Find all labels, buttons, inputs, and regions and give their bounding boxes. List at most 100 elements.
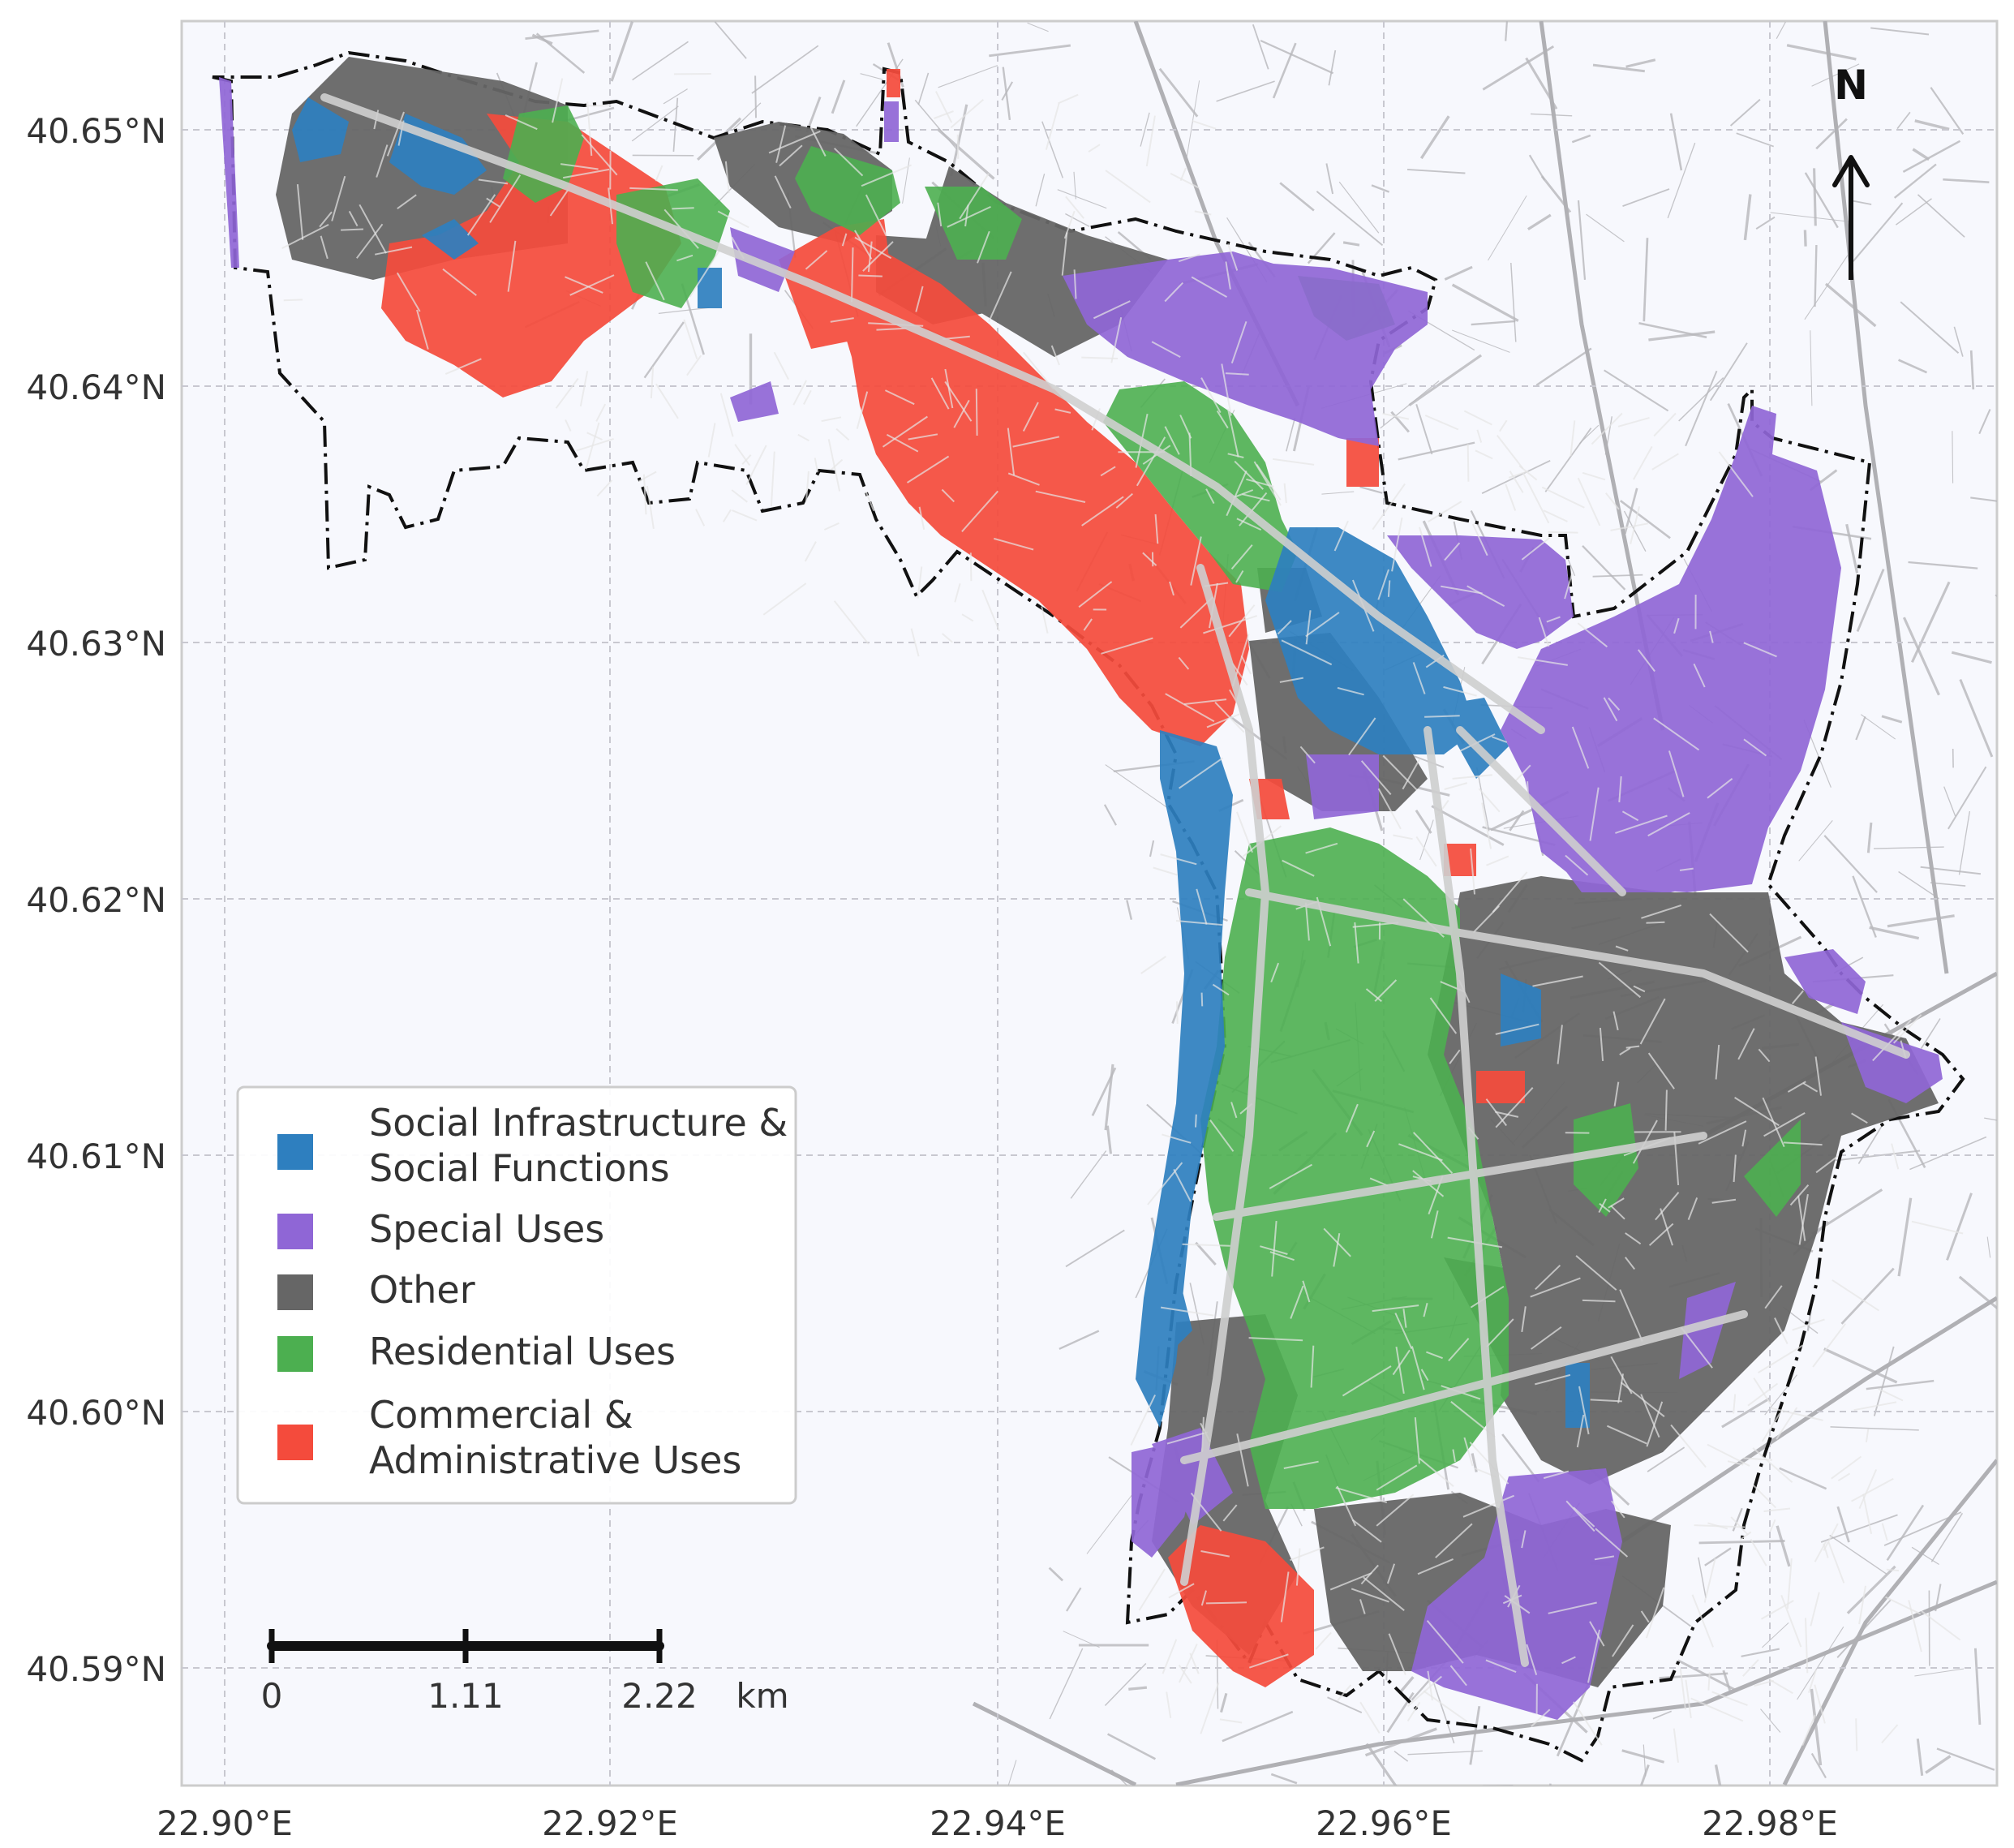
background-street [1528, 154, 1546, 181]
block-line [1598, 961, 1642, 999]
background-street [1743, 194, 1752, 241]
legend-swatch-other [277, 1274, 313, 1310]
block-line [1495, 1087, 1534, 1128]
block-line [1541, 486, 1585, 509]
block-line [1647, 812, 1690, 837]
scale-bar: 0 1.11 2.22 km [261, 1629, 789, 1716]
main-roads [320, 93, 1910, 1667]
background-street [1811, 63, 1860, 87]
background-street [1431, 805, 1505, 846]
block-line [865, 491, 875, 512]
block-line [981, 589, 1000, 632]
background-street [1953, 326, 1964, 357]
block-line [1707, 1522, 1728, 1530]
background-street [1065, 213, 1090, 227]
block-line [1653, 412, 1677, 437]
background-street [1316, 191, 1384, 247]
block-line [1575, 1255, 1617, 1291]
background-street [1881, 715, 1903, 724]
block-line [1620, 1382, 1665, 1417]
block-line [773, 351, 789, 380]
background-arterial [1823, 21, 1949, 974]
background-street [1220, 1692, 1228, 1713]
block-line [1625, 1257, 1635, 1270]
block-line [1290, 1546, 1325, 1562]
background-street [1943, 178, 1990, 184]
block-line [908, 433, 938, 441]
background-street [1845, 523, 1859, 574]
block-line [961, 490, 999, 532]
block-line [1228, 604, 1256, 638]
block-line [1423, 1690, 1468, 1722]
background-street [1824, 282, 1877, 328]
block-line [1406, 1675, 1442, 1708]
block-line [930, 377, 950, 410]
block-line [1073, 269, 1077, 299]
block-line [861, 164, 912, 187]
background-street [1647, 1446, 1685, 1472]
block-line [918, 506, 925, 530]
background-street [1973, 1648, 1982, 1726]
background-street [1272, 42, 1297, 99]
background-street [531, 33, 553, 45]
background-street [1571, 134, 1591, 144]
block-line [792, 380, 807, 406]
block-line [1808, 1668, 1818, 1694]
block-line [823, 522, 840, 531]
block-line [1526, 1644, 1538, 1676]
block-line [1886, 1568, 1900, 1572]
block-line [1351, 1588, 1389, 1603]
block-line [1230, 1102, 1238, 1119]
block-line [1494, 1111, 1519, 1118]
background-street [1103, 804, 1117, 826]
background-street [1895, 198, 1932, 226]
background-street [1669, 113, 1683, 171]
block-line [1206, 713, 1240, 728]
block-line [1256, 463, 1282, 501]
block-line [1641, 904, 1682, 919]
background-street [1698, 1540, 1785, 1545]
block-line [1471, 523, 1488, 557]
block-line [1230, 544, 1253, 570]
block-line [1305, 842, 1338, 854]
block-line [1630, 506, 1640, 544]
block-line [1360, 760, 1392, 796]
block-line [563, 168, 610, 179]
background-street [1582, 544, 1626, 591]
block-line [1419, 1457, 1454, 1487]
block-line [1295, 1548, 1301, 1586]
block-line [1754, 1679, 1775, 1687]
block-line [851, 247, 854, 303]
background-street [1648, 330, 1716, 342]
block-line [954, 582, 961, 603]
block-line [1758, 1344, 1804, 1373]
background-street [1911, 1546, 1939, 1566]
block-line [1881, 1523, 1888, 1541]
block-line [579, 371, 589, 407]
block-line [1673, 1728, 1679, 1763]
block-line [1764, 1285, 1783, 1309]
block-line [1611, 1500, 1625, 1519]
block-line [1365, 988, 1382, 1003]
background-street [1951, 651, 1992, 664]
block-line [1452, 774, 1492, 780]
background-street [1866, 1379, 1935, 1390]
background-street [1452, 329, 1510, 353]
block-line [1388, 1633, 1406, 1675]
block-line [375, 246, 413, 256]
block-line [884, 389, 915, 406]
block-line [886, 433, 919, 453]
block-line [1680, 1326, 1713, 1369]
block-line [1394, 1313, 1413, 1350]
background-street [1770, 212, 1849, 222]
background-street [1898, 359, 1928, 374]
block-line [1444, 782, 1468, 790]
legend-swatch-special-uses [277, 1214, 313, 1249]
block-line [1302, 1280, 1311, 1303]
block-line [1221, 363, 1232, 416]
block-line [774, 175, 792, 209]
block-line [1248, 1653, 1289, 1669]
block-line [1088, 144, 1101, 153]
background-street [1535, 347, 1592, 386]
block-line [1164, 281, 1184, 303]
